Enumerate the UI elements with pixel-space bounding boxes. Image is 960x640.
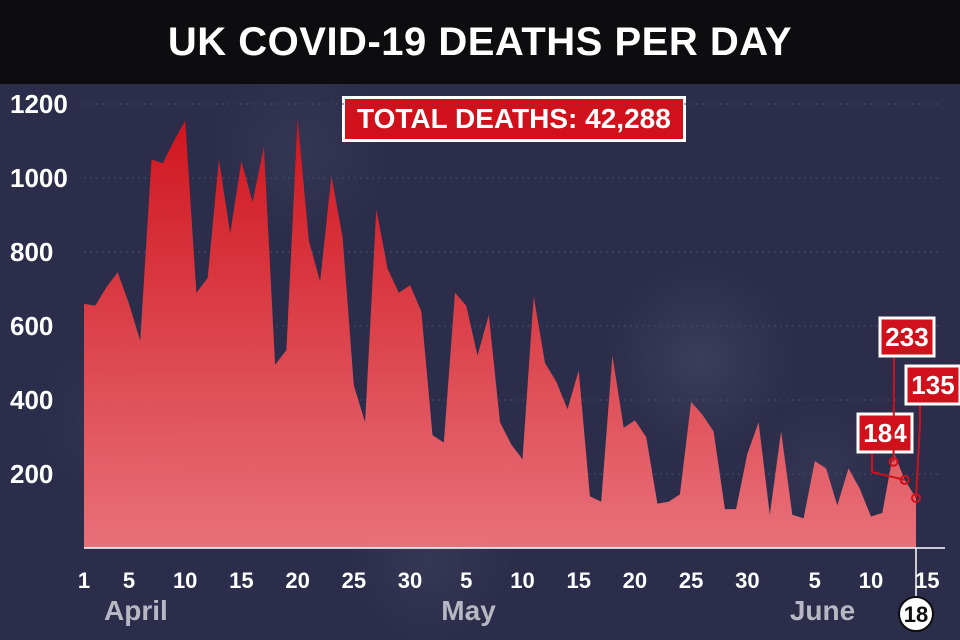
x-tick-label: 30 (398, 568, 422, 593)
x-tick-label: 20 (623, 568, 647, 593)
x-tick-label: 5 (460, 568, 472, 593)
highlight-date-circle (898, 596, 934, 632)
x-tick-label: 30 (735, 568, 759, 593)
x-tick-label: 25 (342, 568, 366, 593)
x-tick-label: 25 (679, 568, 703, 593)
callout-leader (915, 423, 921, 499)
x-tick-label: 1 (78, 568, 90, 593)
y-tick-label: 1200 (10, 89, 68, 119)
title-bar: UK COVID-19 DEATHS PER DAY (0, 0, 960, 84)
callout-box (904, 364, 960, 406)
deaths-area-series (84, 118, 916, 549)
x-tick-label: 20 (285, 568, 309, 593)
x-tick-label: 5 (123, 568, 135, 593)
highlight-date-label: 18 (904, 602, 928, 627)
total-deaths-badge: TOTAL DEATHS: 42,288 (342, 96, 686, 142)
callout-leader (871, 471, 905, 481)
x-tick-label: 10 (173, 568, 197, 593)
callout-point (911, 493, 921, 504)
month-label: April (104, 595, 168, 626)
x-tick-label: 15 (915, 568, 939, 593)
y-tick-label: 400 (10, 385, 53, 415)
y-tick-label: 1000 (10, 163, 68, 193)
month-labels: April May June (104, 595, 855, 626)
callout-label: 233 (885, 322, 928, 352)
callout-point (899, 474, 910, 485)
chart-title: UK COVID-19 DEATHS PER DAY (167, 19, 793, 64)
y-tick-label: 800 (10, 237, 53, 267)
callout-label: 135 (911, 370, 954, 400)
month-label: June (790, 595, 855, 626)
x-tick-label: 5 (809, 568, 821, 593)
x-axis-ticks: 151015202530510152025305101520 (78, 568, 940, 593)
y-axis-ticks: 1200 1000 800 600 400 200 (10, 89, 68, 489)
callout-label: 184 (863, 418, 907, 448)
month-label: May (441, 595, 496, 626)
x-tick-label: 10 (510, 568, 534, 593)
callout-box (878, 316, 936, 358)
x-tick-label: 15 (566, 568, 590, 593)
callouts: 18 184 233 135 (856, 316, 960, 632)
x-tick-label: 15 (229, 568, 253, 593)
y-tick-label: 200 (10, 459, 53, 489)
x-tick-label: 10 (859, 568, 883, 593)
callout-box (856, 412, 914, 454)
callout-point (888, 456, 899, 467)
y-tick-label: 600 (10, 311, 53, 341)
axes (84, 547, 945, 596)
